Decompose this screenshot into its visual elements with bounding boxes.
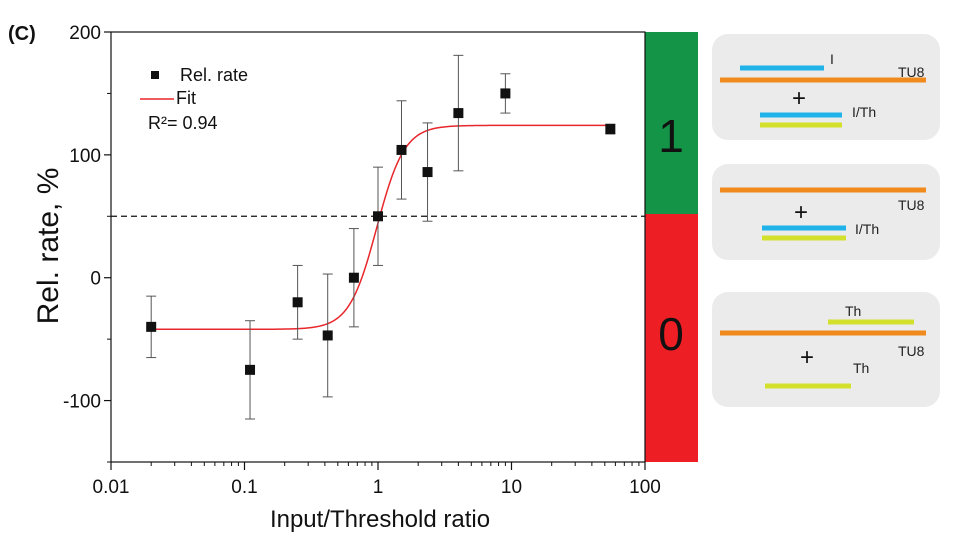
panel-label: (C) bbox=[8, 23, 36, 45]
schematic-1-plus: + bbox=[792, 85, 806, 112]
data-point bbox=[396, 144, 407, 155]
data-point bbox=[322, 330, 333, 341]
r-squared-annotation: R²= 0.94 bbox=[148, 113, 218, 133]
schematic-1-label-ith: I/Th bbox=[852, 104, 876, 120]
x-tick-label: 10 bbox=[501, 477, 522, 498]
y-axis-title: Rel. rate, % bbox=[32, 168, 65, 325]
schematic-3-plus: + bbox=[800, 344, 814, 371]
fit-curve bbox=[151, 124, 611, 331]
x-axis-title: Input/Threshold ratio bbox=[270, 506, 490, 533]
state-label-low: 0 bbox=[658, 308, 684, 360]
x-tick-label: 1 bbox=[373, 477, 384, 498]
legend-label-points: Rel. rate bbox=[180, 65, 248, 85]
state-bar-low bbox=[645, 214, 698, 462]
data-point bbox=[245, 364, 256, 375]
state-label-high: 1 bbox=[658, 110, 684, 162]
schematic-1-label-i: I bbox=[830, 51, 834, 67]
schematic-3-label-th-top: Th bbox=[845, 303, 861, 319]
data-point bbox=[605, 124, 616, 135]
data-point bbox=[292, 297, 303, 308]
legend-label-fit: Fit bbox=[176, 88, 196, 108]
schematic-panel-2: TU8 I/Th + bbox=[712, 164, 940, 260]
schematic-3-label-tu8: TU8 bbox=[898, 343, 925, 359]
data-point bbox=[348, 272, 359, 283]
y-tick-label: 0 bbox=[90, 269, 101, 290]
schematic-1-label-tu8: TU8 bbox=[898, 64, 925, 80]
schematic-2-label-tu8: TU8 bbox=[898, 197, 925, 213]
data-point bbox=[453, 108, 464, 119]
schematic-panel-1: I TU8 I/Th + bbox=[712, 34, 940, 140]
data-point bbox=[500, 88, 511, 99]
y-tick-label: 100 bbox=[69, 146, 101, 167]
schematic-2-label-ith: I/Th bbox=[855, 221, 879, 237]
y-tick-label: -100 bbox=[63, 392, 101, 413]
x-tick-label: 0.01 bbox=[93, 477, 130, 498]
schematic-2-plus: + bbox=[794, 199, 808, 226]
points-layer bbox=[146, 54, 616, 420]
y-tick-label: 200 bbox=[69, 23, 101, 44]
data-point bbox=[422, 167, 433, 178]
schematic-panel-3: Th TU8 Th + bbox=[712, 292, 940, 407]
x-tick-label: 100 bbox=[629, 477, 661, 498]
tick-layer: 0.01 0.1 1 10 100 200 100 0 -100 bbox=[63, 23, 661, 498]
legend-marker-square bbox=[151, 71, 159, 79]
data-point bbox=[146, 321, 157, 332]
schematic-3-label-th-bottom: Th bbox=[853, 360, 869, 376]
fit-layer bbox=[151, 124, 611, 331]
data-point bbox=[373, 211, 383, 222]
state-bar-high bbox=[645, 32, 698, 214]
x-tick-label: 0.1 bbox=[231, 477, 257, 498]
